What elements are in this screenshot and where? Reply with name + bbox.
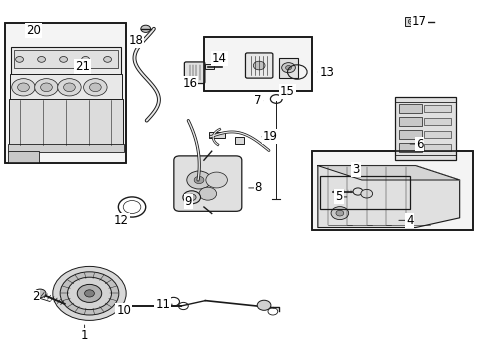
Circle shape	[41, 83, 52, 91]
Bar	[424, 118, 450, 125]
Circle shape	[183, 191, 200, 204]
Bar	[398, 130, 421, 139]
Circle shape	[205, 172, 227, 188]
Circle shape	[60, 57, 67, 62]
Circle shape	[12, 78, 35, 96]
Text: 2: 2	[32, 291, 40, 303]
Bar	[9, 99, 123, 146]
Bar	[234, 137, 243, 144]
Polygon shape	[317, 166, 459, 180]
FancyBboxPatch shape	[173, 156, 241, 211]
Bar	[394, 97, 455, 160]
Circle shape	[141, 25, 150, 32]
Text: 8: 8	[254, 181, 262, 194]
Circle shape	[83, 78, 107, 96]
Bar	[5, 23, 126, 163]
Polygon shape	[317, 166, 459, 228]
Bar	[204, 37, 311, 91]
Text: 15: 15	[280, 85, 294, 98]
FancyBboxPatch shape	[245, 53, 272, 78]
Bar	[205, 64, 214, 69]
Circle shape	[257, 300, 270, 310]
Text: 17: 17	[411, 15, 426, 28]
Bar	[311, 151, 472, 230]
Bar	[204, 37, 311, 91]
Text: 7: 7	[254, 94, 262, 107]
Circle shape	[58, 78, 81, 96]
Text: 3: 3	[351, 163, 359, 176]
Circle shape	[53, 266, 126, 320]
Bar	[424, 144, 450, 151]
Bar	[311, 151, 472, 230]
FancyBboxPatch shape	[184, 62, 204, 84]
Circle shape	[77, 284, 102, 302]
Circle shape	[103, 57, 111, 62]
Text: 10: 10	[116, 304, 131, 317]
Circle shape	[84, 290, 94, 297]
Text: 12: 12	[114, 214, 128, 227]
Text: 14: 14	[211, 52, 226, 65]
Bar	[278, 58, 298, 77]
Text: 20: 20	[26, 24, 41, 37]
Circle shape	[60, 272, 119, 315]
Text: 4: 4	[405, 214, 413, 227]
Circle shape	[360, 189, 372, 198]
Circle shape	[89, 83, 101, 91]
Text: 6: 6	[415, 138, 423, 150]
Circle shape	[38, 57, 45, 62]
Text: 5: 5	[334, 190, 342, 203]
Text: 13: 13	[319, 66, 333, 78]
Circle shape	[194, 176, 203, 184]
Bar	[398, 117, 421, 126]
Text: 16: 16	[182, 77, 197, 90]
Text: 19: 19	[263, 130, 277, 143]
Text: 1: 1	[81, 329, 88, 342]
Text: 21: 21	[75, 60, 89, 73]
Circle shape	[16, 57, 23, 62]
Bar	[11, 47, 121, 76]
Bar	[398, 143, 421, 152]
Circle shape	[34, 289, 46, 298]
Bar	[8, 151, 39, 163]
Circle shape	[18, 83, 29, 91]
Circle shape	[253, 61, 264, 70]
Text: 18: 18	[128, 34, 143, 47]
Bar	[14, 50, 118, 68]
Circle shape	[35, 78, 58, 96]
Circle shape	[330, 207, 348, 220]
Bar	[424, 131, 450, 138]
Circle shape	[281, 63, 295, 73]
Circle shape	[187, 194, 196, 201]
Bar	[10, 74, 122, 101]
Circle shape	[335, 210, 343, 216]
Bar	[404, 17, 424, 26]
Bar	[320, 176, 409, 209]
Circle shape	[407, 19, 415, 24]
Circle shape	[81, 57, 89, 62]
Circle shape	[67, 277, 111, 310]
Bar	[424, 105, 450, 112]
Bar	[320, 176, 409, 209]
Bar	[5, 23, 126, 163]
Text: 11: 11	[155, 298, 170, 311]
Circle shape	[63, 83, 75, 91]
Bar	[209, 132, 224, 138]
Bar	[8, 144, 124, 152]
Circle shape	[186, 171, 211, 189]
Text: 9: 9	[184, 195, 192, 208]
Bar	[398, 104, 421, 113]
Circle shape	[199, 187, 216, 200]
Circle shape	[285, 66, 291, 70]
